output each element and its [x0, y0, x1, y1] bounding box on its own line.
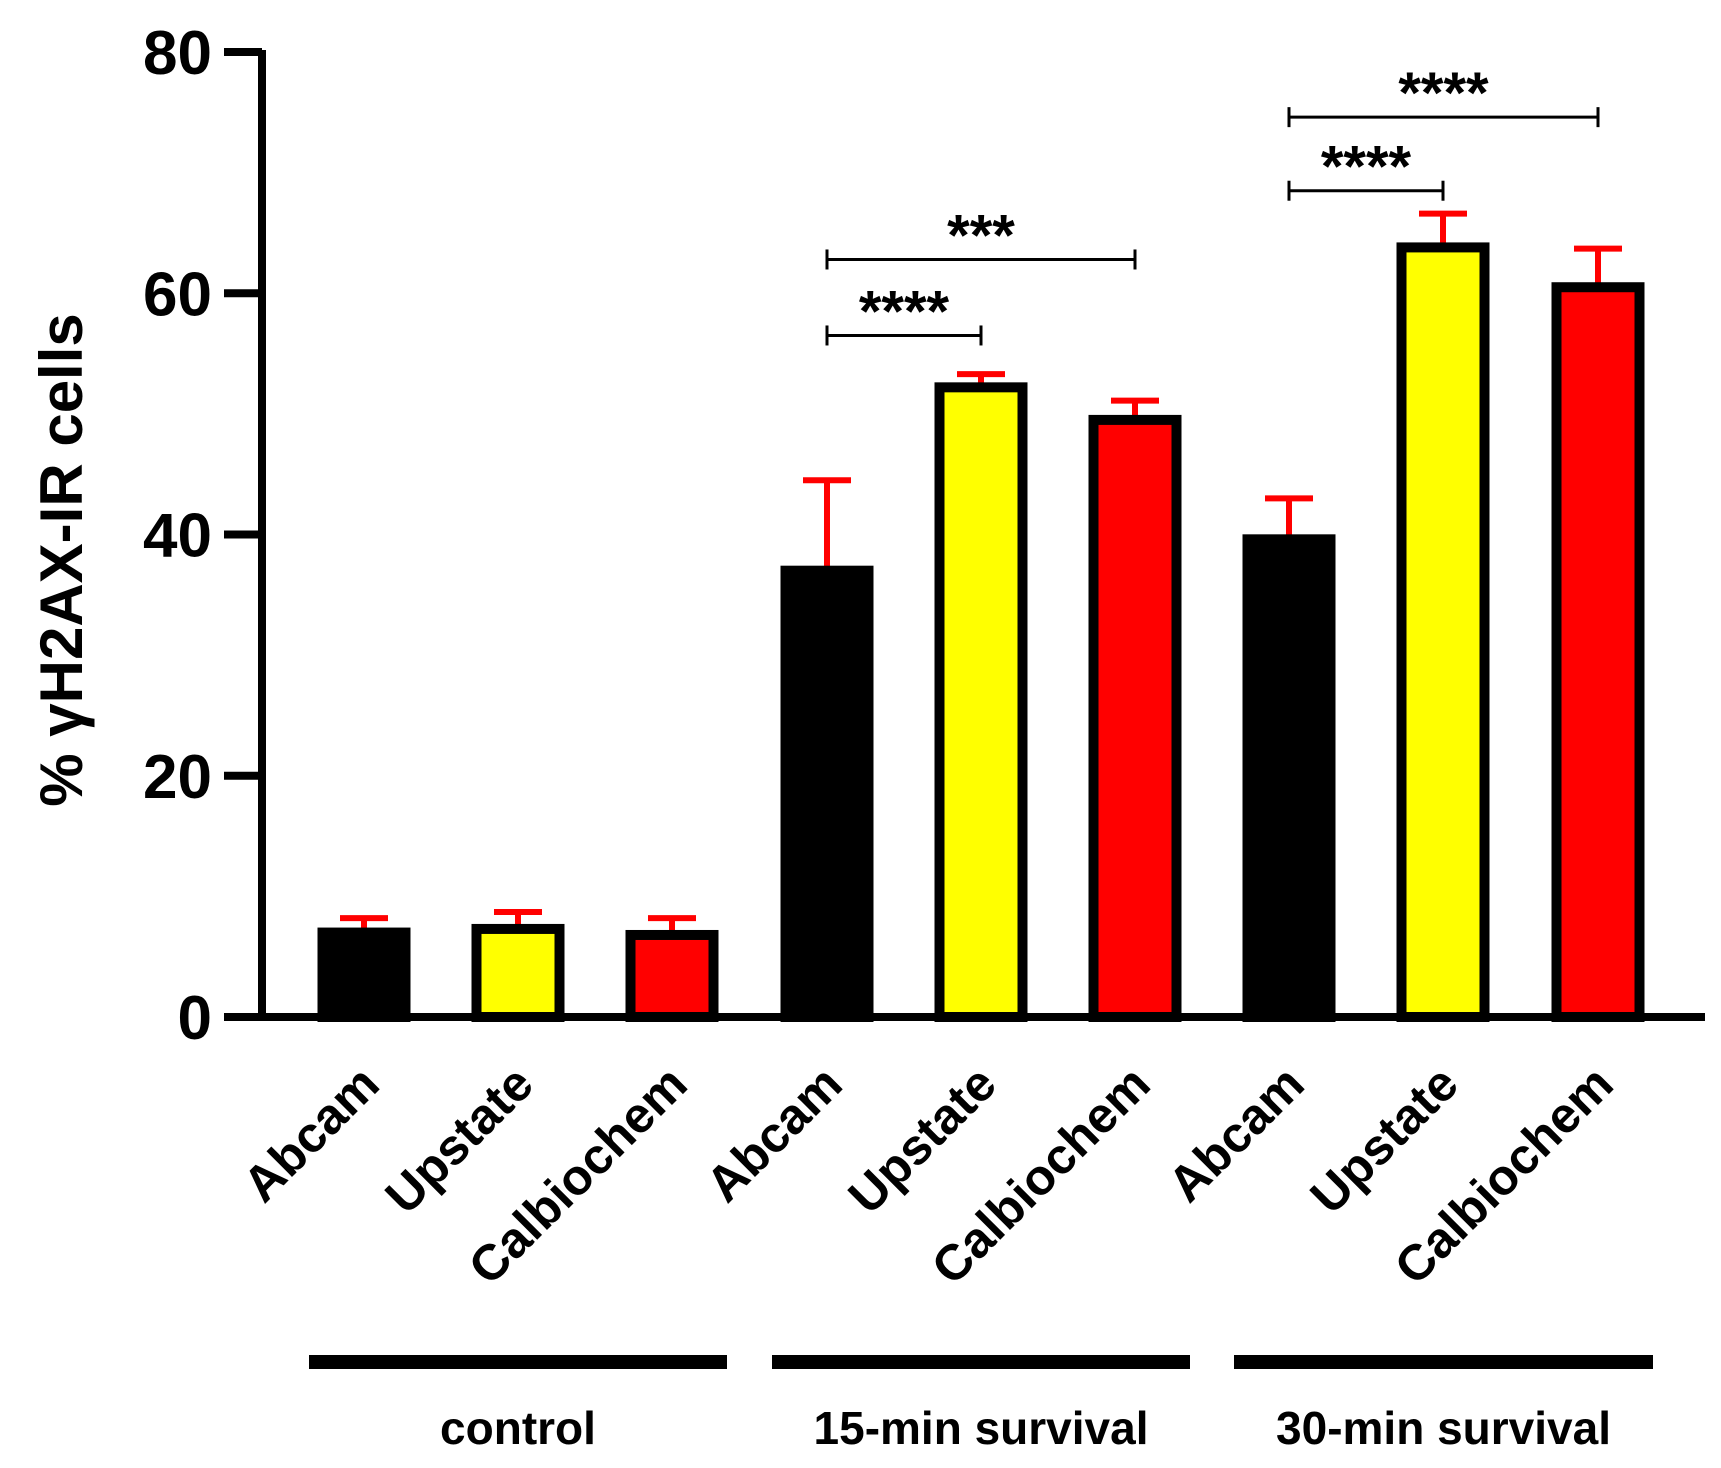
category-label: Abcam: [232, 1055, 389, 1212]
significance-label: ****: [859, 279, 950, 344]
significance-label: ****: [1321, 135, 1412, 200]
y-axis-title: % γH2AX-IR cells: [28, 313, 95, 807]
y-tick-label: 80: [143, 19, 212, 88]
bar: [934, 382, 1028, 1022]
bar: [471, 923, 565, 1022]
bar: [1242, 534, 1336, 1022]
bar: [1396, 242, 1490, 1023]
significance-label: ****: [1398, 61, 1489, 126]
group-label: control: [440, 1402, 596, 1454]
bar: [1551, 282, 1645, 1022]
bar: [317, 927, 411, 1022]
group-label: 15-min survival: [814, 1402, 1149, 1454]
category-label: Abcam: [695, 1055, 852, 1212]
significance-label: ***: [947, 203, 1015, 268]
bar: [780, 565, 874, 1022]
y-tick-label: 40: [143, 502, 212, 571]
category-label: Abcam: [1157, 1055, 1314, 1212]
y-tick-label: 0: [178, 984, 212, 1053]
bar: [625, 929, 719, 1022]
y-tick-label: 20: [143, 743, 212, 812]
bar: [1088, 414, 1182, 1022]
group-label: 30-min survival: [1276, 1402, 1611, 1454]
y-tick-label: 60: [143, 260, 212, 329]
